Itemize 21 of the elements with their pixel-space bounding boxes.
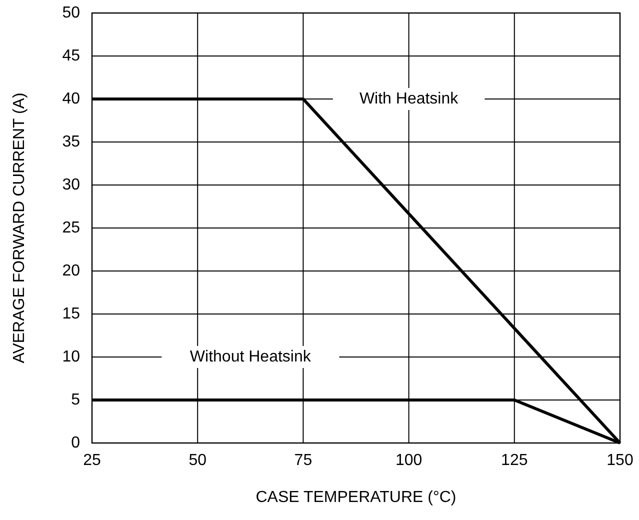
x-tick-label: 125 xyxy=(501,452,528,469)
x-tick-label: 75 xyxy=(294,452,312,469)
y-tick-label: 25 xyxy=(62,220,80,236)
y-axis-title: AVERAGE FORWARD CURRENT (A) xyxy=(11,92,28,364)
y-tick-label: 20 xyxy=(62,262,80,280)
x-tick-label: 50 xyxy=(188,452,207,469)
y-tick-label: 10 xyxy=(62,348,80,366)
text: With Heatsink xyxy=(359,90,460,108)
y-tick-label: 40 xyxy=(62,90,80,108)
y-tick-label: 15 xyxy=(62,306,80,322)
y-tick-label: 45 xyxy=(62,48,80,64)
y-tick-label: 5 xyxy=(71,392,80,408)
y-tick-label: 50 xyxy=(62,4,80,22)
x-tick-label: 25 xyxy=(83,452,101,469)
y-tick-label: 30 xyxy=(62,176,80,194)
y-tick-label: 35 xyxy=(62,134,80,150)
x-tick-label: 150 xyxy=(606,452,634,469)
text: Without Heatsink xyxy=(190,348,312,366)
x-axis-title: CASE TEMPERATURE (°C) xyxy=(256,489,456,506)
x-tick-label: 100 xyxy=(395,452,422,469)
y-tick-label: 0 xyxy=(71,434,80,452)
